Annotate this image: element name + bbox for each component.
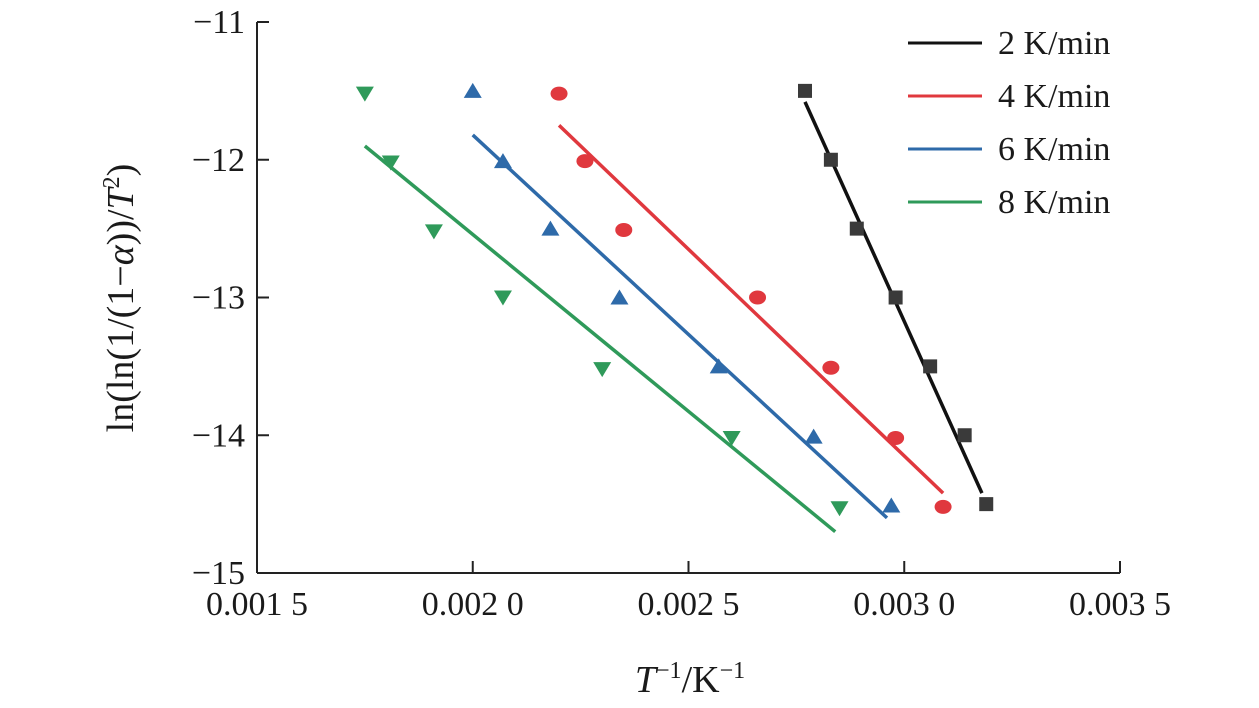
x-axis-var: T xyxy=(635,659,659,701)
x-tick-label: 0.002 0 xyxy=(422,586,524,623)
y-axis-title: ln(ln(1/(1−α))/T2) xyxy=(99,164,142,433)
x-axis-title: T−1/K−1 xyxy=(635,658,745,701)
fit-line xyxy=(471,133,889,520)
y-tick-label: −13 xyxy=(192,280,245,317)
data-point xyxy=(381,155,400,171)
x-axis-unit: /K xyxy=(682,659,721,701)
data-point xyxy=(593,362,612,378)
data-point xyxy=(882,497,901,513)
fit-line xyxy=(363,144,837,534)
y-axis-sup: 2 xyxy=(99,176,125,188)
data-point xyxy=(550,86,568,101)
y-axis-mid: ))/ xyxy=(100,209,142,245)
data-point xyxy=(923,359,938,374)
x-axis-var-sup: −1 xyxy=(656,658,682,684)
data-point xyxy=(541,220,560,236)
y-tick-label: −14 xyxy=(192,417,245,454)
data-point xyxy=(804,428,823,444)
y-tick-label: −11 xyxy=(193,4,245,41)
y-axis-var: T xyxy=(100,185,142,209)
y-axis-pre: ln(ln(1/(1− xyxy=(100,265,142,432)
x-tick-label: 0.001 5 xyxy=(206,586,308,623)
legend-label: 4 K/min xyxy=(998,78,1110,115)
data-point xyxy=(749,290,767,305)
data-point xyxy=(830,501,849,517)
x-tick-label: 0.003 0 xyxy=(853,586,955,623)
legend-label: 2 K/min xyxy=(998,25,1110,62)
y-tick-label: −15 xyxy=(192,555,245,592)
data-point xyxy=(615,223,633,238)
legend-label: 6 K/min xyxy=(998,131,1110,168)
data-point xyxy=(887,431,905,446)
fit-lines xyxy=(363,101,984,534)
x-tick-label: 0.003 5 xyxy=(1069,586,1171,623)
data-point xyxy=(979,497,994,512)
y-axis-post: ) xyxy=(100,164,142,177)
data-point xyxy=(463,82,482,98)
data-point xyxy=(576,154,594,169)
data-point xyxy=(823,152,838,167)
data-point xyxy=(355,86,374,102)
data-point xyxy=(709,358,728,374)
data-point xyxy=(957,428,972,443)
data-markers xyxy=(355,82,994,517)
fit-line xyxy=(557,124,945,495)
y-tick-label: −12 xyxy=(192,142,245,179)
data-point xyxy=(822,360,840,375)
axes: −11 −12 −13 −14 −150.001 5 0.002 0 0.002 5 0.00… xyxy=(192,4,1171,623)
data-point xyxy=(849,221,864,236)
data-point xyxy=(610,289,629,305)
data-point xyxy=(722,431,741,447)
legend-label: 8 K/min xyxy=(998,184,1110,221)
data-point xyxy=(424,224,443,240)
data-point xyxy=(493,290,512,306)
x-tick-label: 0.002 5 xyxy=(638,586,740,623)
y-axis-alpha: α xyxy=(100,244,142,265)
data-point xyxy=(798,83,813,98)
data-point xyxy=(934,499,952,514)
x-axis-unit-sup: −1 xyxy=(720,658,746,684)
legend: 2 K/min 4 K/min 6 K/min 8 K/min xyxy=(908,25,1110,221)
data-point xyxy=(493,153,512,169)
data-point xyxy=(888,290,903,305)
